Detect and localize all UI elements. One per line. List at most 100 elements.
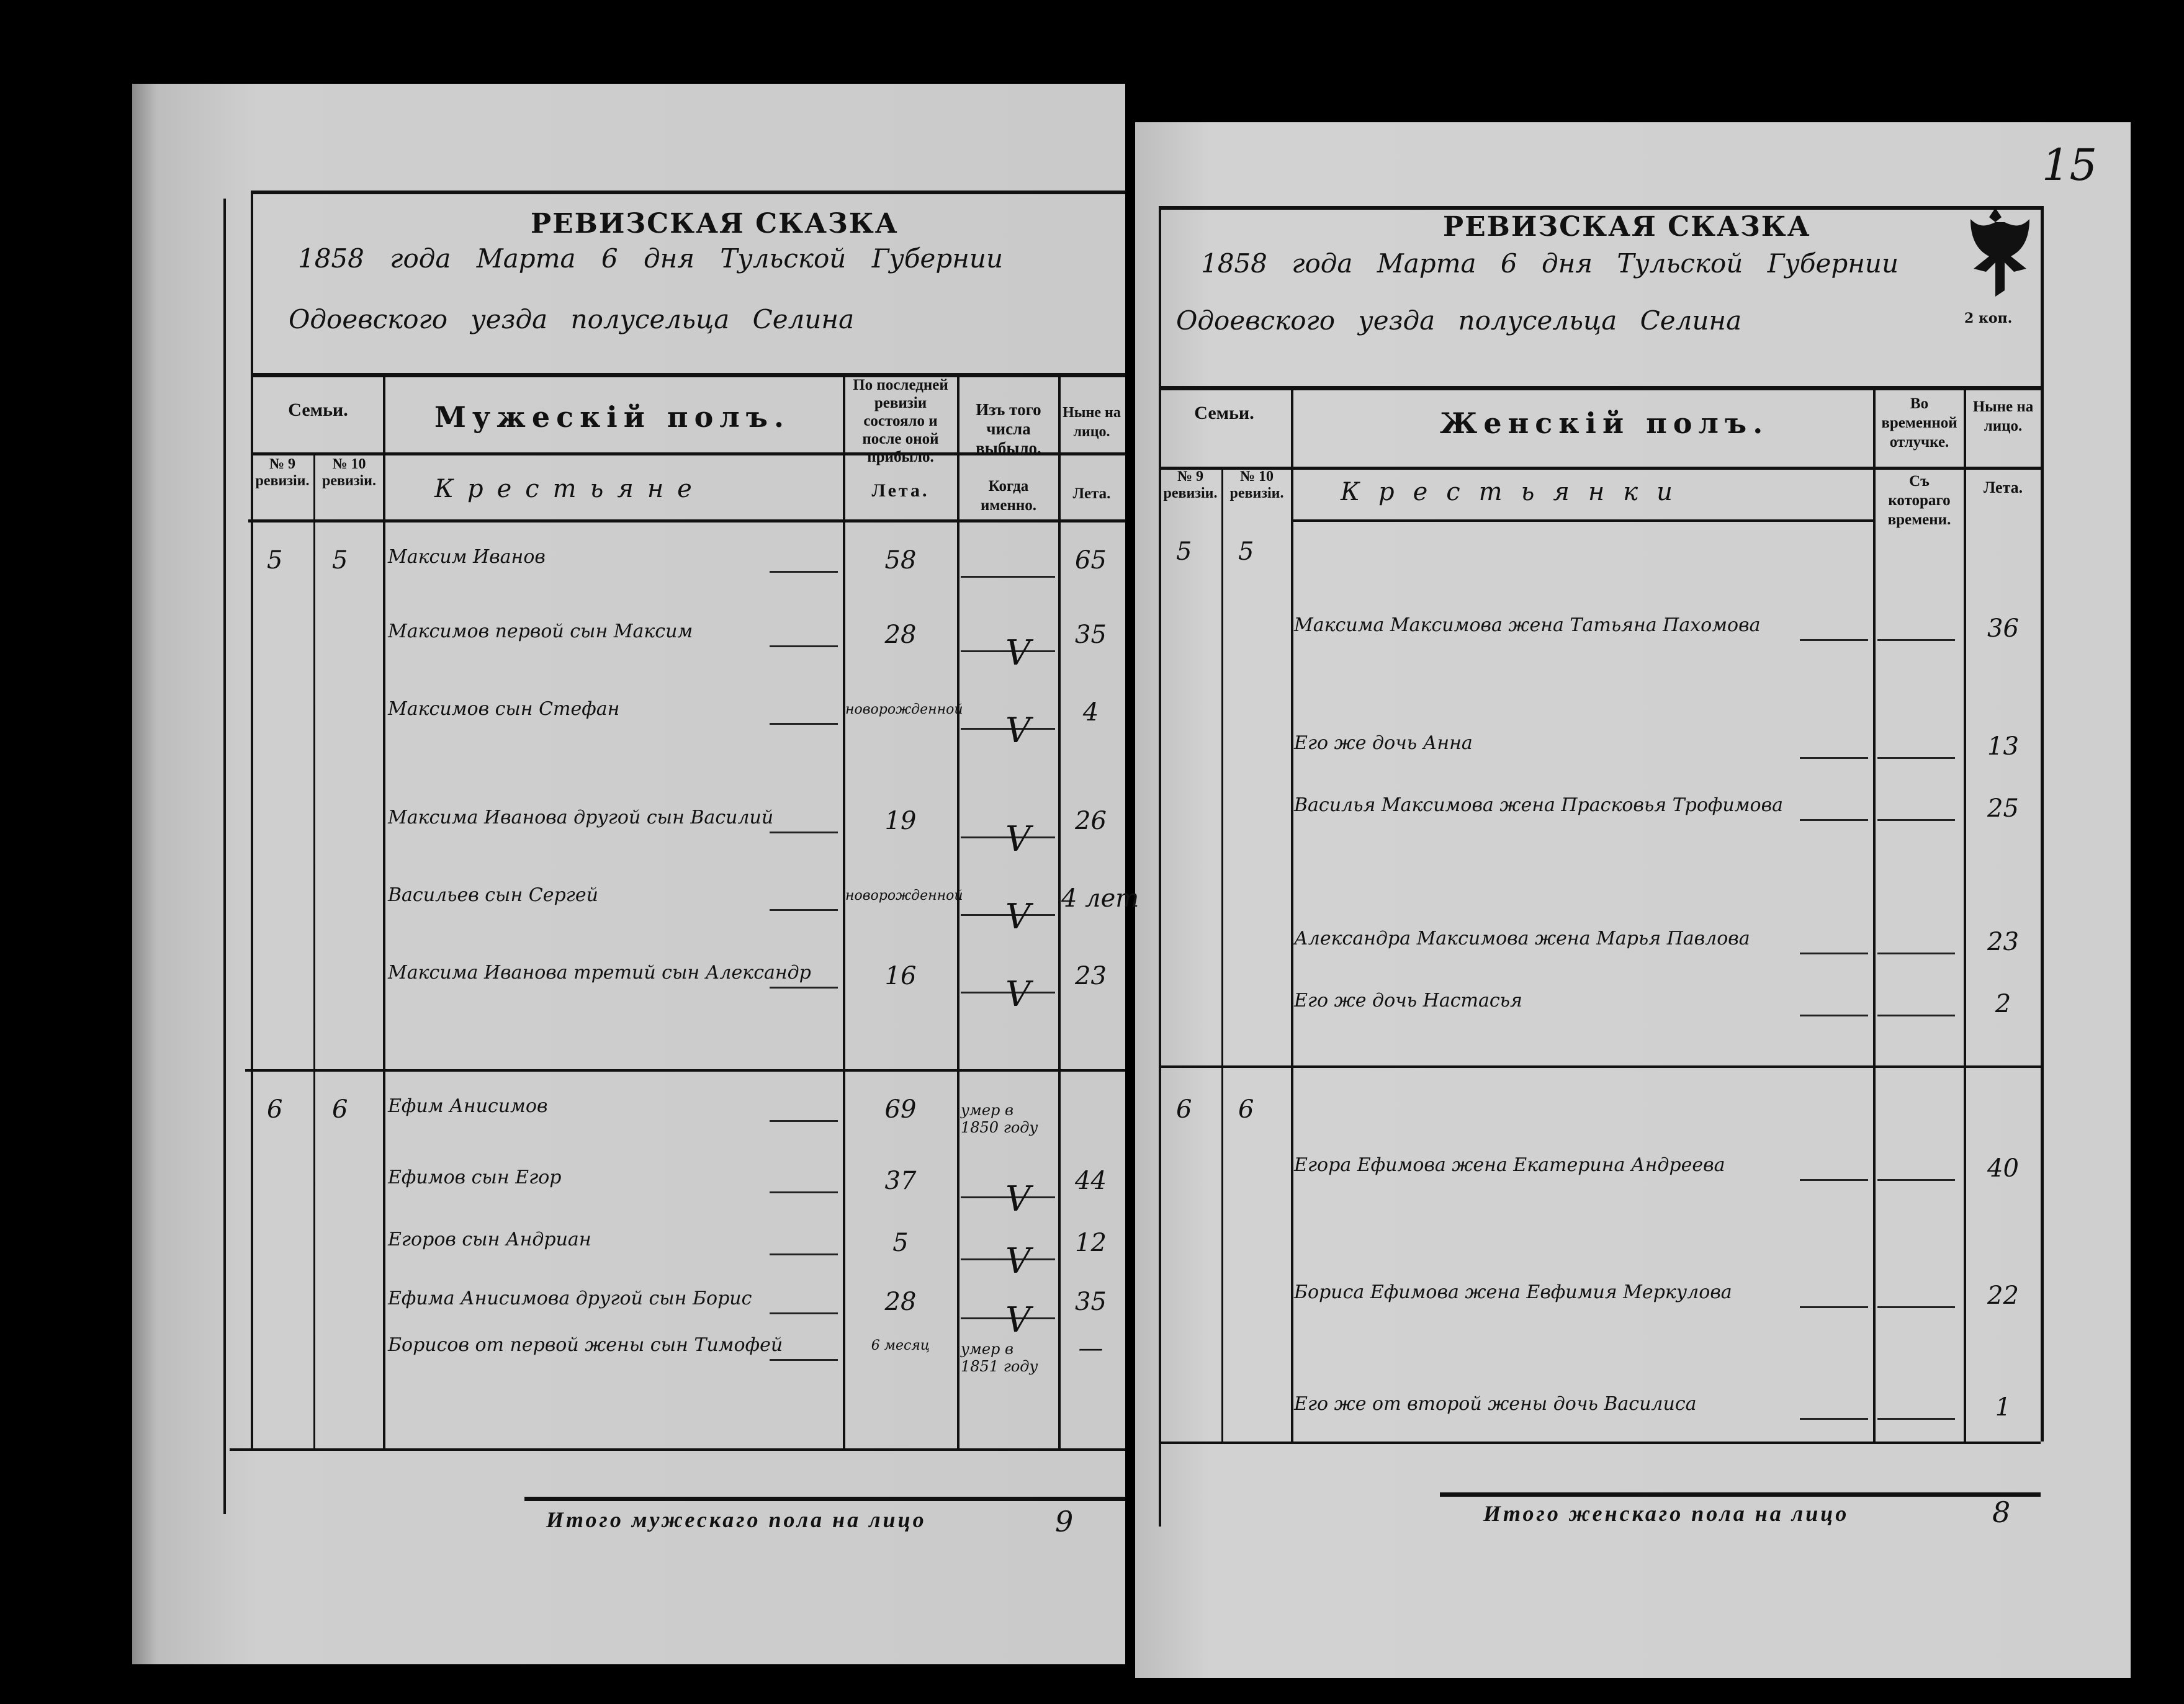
right-section-header: Женскій полъ.	[1440, 406, 1769, 440]
fill-dash	[1800, 1015, 1868, 1016]
fill-dash	[961, 728, 1055, 730]
right-families-header: Семьи.	[1194, 403, 1254, 423]
rule-line	[1159, 206, 2041, 210]
left-rev10-header: № 10 ревизіи.	[322, 456, 376, 489]
fill-dash	[961, 1258, 1055, 1260]
present-years: 25	[1987, 794, 2019, 823]
last-revision-years: новорожденной	[845, 702, 963, 717]
rule-line	[957, 373, 959, 1448]
left-departed-header: Изъ того числа выбыло.	[976, 400, 1041, 457]
last-revision-years: 19	[884, 807, 917, 835]
left-years-header: Лета.	[871, 480, 930, 501]
person-name: Борисов от первой жены сын Тимофей	[388, 1334, 783, 1356]
departed-when: умер в 1851 году	[961, 1340, 1038, 1375]
rev9-number: 6	[1176, 1095, 1192, 1124]
rule-line	[1440, 1492, 2041, 1497]
rule-line	[1058, 373, 1061, 1448]
fill-dash	[1800, 1179, 1868, 1181]
rule-line	[383, 373, 385, 1448]
right-total-value: 8	[1992, 1495, 2011, 1529]
last-revision-years: 37	[884, 1167, 917, 1195]
right-page	[1135, 122, 2131, 1678]
fill-dash	[1800, 953, 1868, 954]
right-place-line: Одоевского уезда полусельца Селина	[1176, 305, 1742, 336]
rule-line	[245, 1069, 1125, 1072]
last-revision-years: 16	[884, 962, 917, 990]
person-name: Александра Максимова жена Марья Павлова	[1294, 928, 1750, 949]
person-name: Василья Максимова жена Прасковья Трофимо…	[1294, 794, 1783, 816]
last-revision-years: 5	[892, 1229, 909, 1257]
rule-line	[230, 1448, 1125, 1451]
present-years: 13	[1987, 732, 2019, 761]
rule-line	[1159, 1065, 2041, 1068]
rule-line	[1291, 386, 1293, 1442]
rule-line	[248, 519, 1125, 522]
rule-line	[2041, 206, 2044, 1442]
fill-dash	[961, 1196, 1055, 1198]
departed-when: умер в 1850 году	[961, 1101, 1038, 1136]
check-mark: V	[1005, 897, 1031, 937]
right-rev10-header: № 10 ревизіи.	[1229, 469, 1284, 501]
fill-dash	[1877, 757, 1955, 759]
last-revision-years: новорожденной	[845, 888, 963, 904]
fill-dash	[1877, 819, 1955, 821]
right-rev9-header: № 9 ревизіи.	[1163, 469, 1218, 501]
person-name: Бориса Ефимова жена Евфимия Меркулова	[1294, 1281, 1732, 1303]
fill-dash	[770, 571, 838, 573]
rule-line	[1964, 386, 1966, 1442]
left-total-label: Итого мужескаго пола на лицо	[546, 1507, 927, 1532]
present-years: 23	[1987, 928, 2019, 956]
person-name: Его же дочь Настасья	[1294, 990, 1522, 1011]
rule-line	[251, 191, 1125, 194]
rule-line	[1159, 1442, 2041, 1444]
left-page	[132, 84, 1125, 1664]
left-section-header: Мужескій полъ.	[434, 400, 791, 434]
last-revision-years: 28	[884, 621, 917, 649]
left-years2-header: Лета.	[1072, 485, 1111, 502]
present-years: 2	[1995, 990, 2011, 1018]
check-mark: V	[1005, 974, 1031, 1015]
fill-dash	[1877, 1179, 1955, 1181]
present-years: 12	[1075, 1229, 1107, 1257]
check-mark: V	[1005, 633, 1031, 673]
fill-dash	[1877, 1306, 1955, 1308]
check-mark: V	[1005, 1300, 1031, 1340]
fill-dash	[1877, 1015, 1955, 1016]
present-years: 40	[1987, 1154, 2019, 1183]
stamp-label: 2 коп.	[1964, 310, 2013, 326]
rev9-number: 5	[1176, 537, 1192, 566]
left-place-line: Одоевского уезда полусельца Селина	[289, 304, 855, 334]
person-name: Егоров сын Андриан	[388, 1229, 591, 1250]
rule-line	[1873, 386, 1876, 1442]
right-title: РЕВИЗСКАЯ СКАЗКА	[1443, 211, 1811, 243]
present-years: 22	[1987, 1281, 2019, 1310]
last-revision-years: 28	[884, 1288, 917, 1316]
present-years: 23	[1075, 962, 1107, 990]
present-years: 44	[1075, 1167, 1107, 1195]
person-name: Егора Ефимова жена Екатерина Андреева	[1294, 1154, 1725, 1176]
person-name: Васильев сын Сергей	[388, 884, 598, 906]
fill-dash	[961, 992, 1055, 993]
rev9-number: 6	[267, 1095, 283, 1124]
left-families-header: Семьи.	[288, 400, 348, 420]
rev10-number: 5	[1238, 537, 1254, 566]
last-revision-years: 58	[884, 546, 917, 575]
left-estate-label: Крестьяне	[434, 475, 706, 503]
fill-dash	[770, 987, 838, 989]
right-date-line: 1858 года Марта 6 дня Тульской Губернии	[1201, 248, 1899, 279]
fill-dash	[770, 1359, 838, 1361]
present-years: 4	[1082, 698, 1099, 727]
fill-dash	[770, 1191, 838, 1193]
right-years-header: Лета.	[1983, 478, 2023, 496]
rule-line	[251, 191, 253, 1448]
person-name: Ефимов сын Егор	[388, 1167, 562, 1188]
rule-line	[1159, 467, 2041, 470]
fill-dash	[770, 832, 838, 833]
person-name: Ефима Анисимова другой сын Борис	[388, 1288, 752, 1309]
present-years: 35	[1075, 621, 1107, 649]
right-absent-header: Во временной отлучке.	[1881, 395, 1957, 451]
person-name: Максима Иванова другой сын Василий	[388, 807, 774, 828]
fill-dash	[1800, 757, 1868, 759]
fill-dash	[1800, 1418, 1868, 1420]
